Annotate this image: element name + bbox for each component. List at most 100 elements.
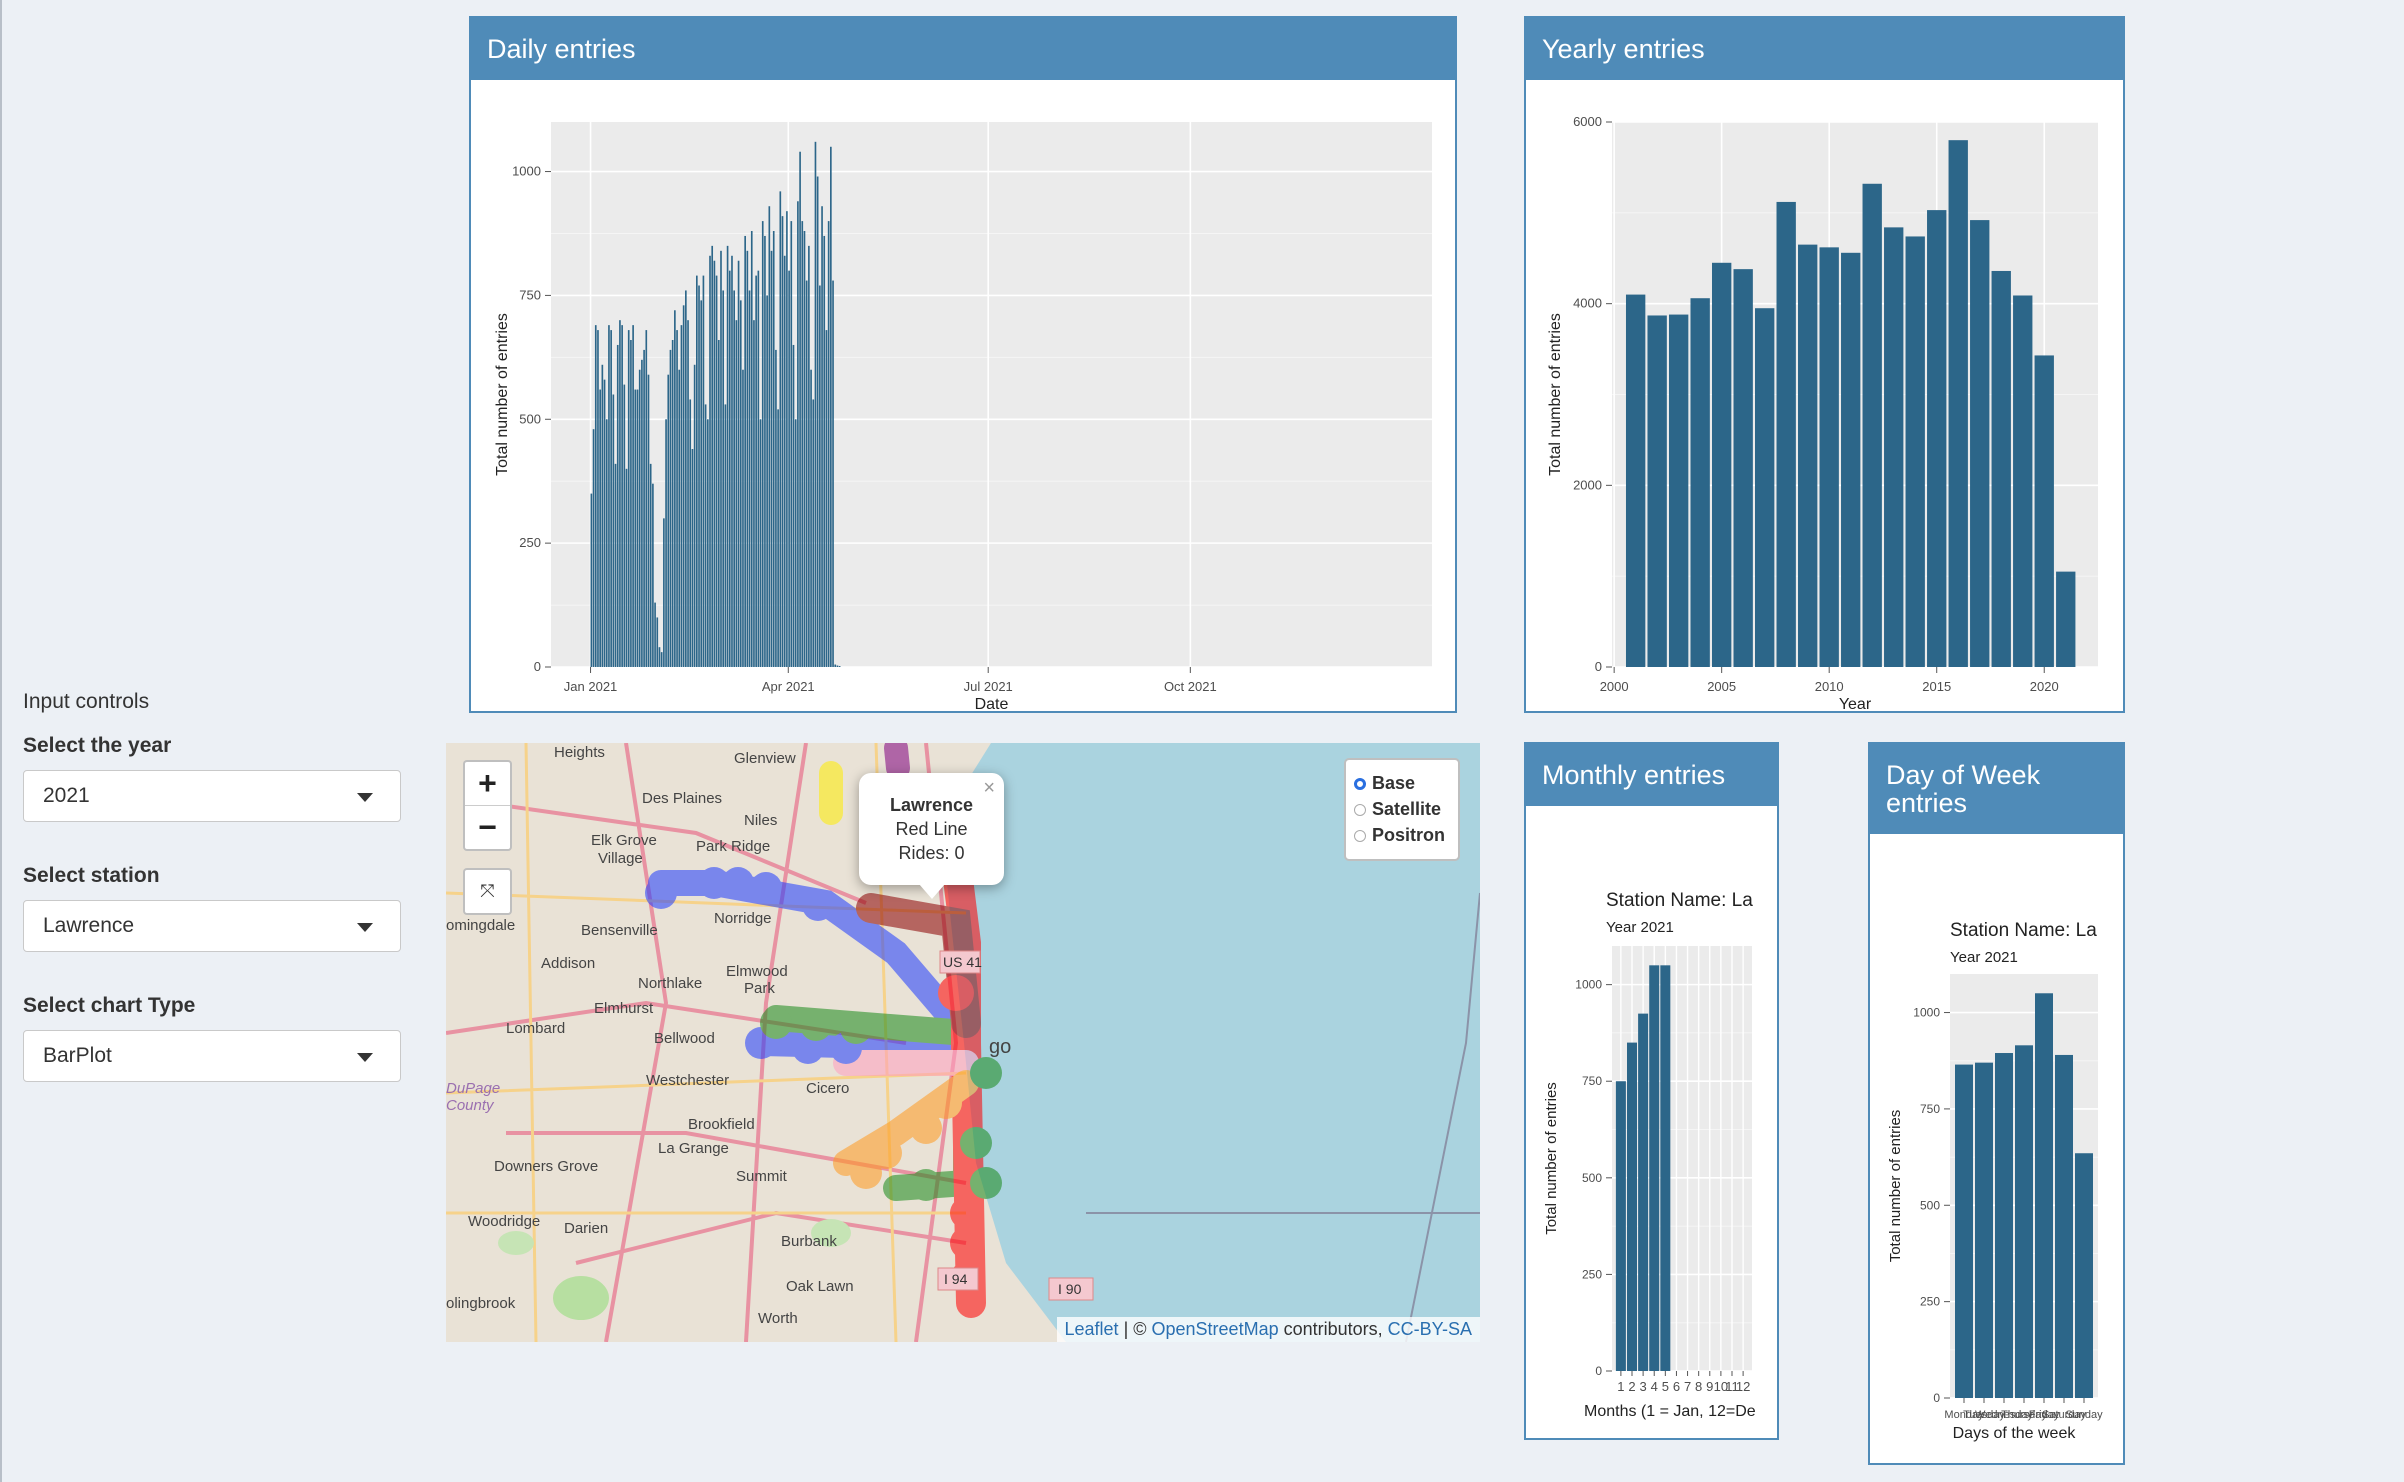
place-label: Worth [758,1310,798,1327]
place-label: DuPage [446,1080,500,1097]
place-label: Des Plaines [642,790,722,807]
plot-panel [551,122,1432,667]
yearly-chart: 0 2000 4000 6000 Total number of entries 2000… [1547,114,2098,711]
radio-icon [1354,803,1366,816]
bar [746,250,749,667]
bar [649,463,652,667]
bar [608,325,610,667]
x-tick-label: Oct 2021 [1164,679,1217,694]
y-tick-label: 750 [1582,1074,1602,1088]
bar [634,389,637,667]
bar [735,320,738,667]
bar [1660,965,1671,1371]
bar [748,290,751,667]
bar [592,429,595,667]
chart-subtitle: Station Name: La [1950,920,2097,941]
layer-label: Base [1372,773,1416,793]
zoom-control: + − [463,760,512,851]
osm-link[interactable]: OpenStreetMap [1151,1319,1279,1339]
layer-option-positron[interactable]: Positron [1354,825,1450,846]
monthly-entries-title: Monthly entries [1526,744,1777,806]
bar [614,463,617,667]
bar [691,449,694,667]
bar [808,245,810,667]
y-tick-label: 250 [1920,1295,1940,1309]
year-select-value: 2021 [43,784,90,807]
bar [2015,1045,2033,1398]
place-label: Oak Lawn [786,1278,854,1295]
expand-icon[interactable]: ⤧ [463,868,512,915]
bar [750,231,753,667]
chevron-down-icon [357,923,373,932]
bar [1798,244,1818,667]
bar [777,409,779,667]
x-tick-label: 2020 [2030,679,2059,694]
bar [630,340,632,667]
bar [830,146,832,668]
bar [731,255,733,668]
yearly-entries-box: Yearly entries 0 2000 4000 6000 Total number… [1524,16,2125,713]
radio-icon [1354,777,1366,790]
bar [715,275,718,667]
y-tick-label: 0 [1595,1364,1602,1378]
zoom-in-button[interactable]: + [478,765,497,801]
bar [660,652,663,667]
bar [720,250,722,667]
close-icon[interactable]: × [983,777,995,799]
y-tick-label: 0 [534,659,541,674]
bar [1625,294,1646,667]
place-label: La Grange [658,1140,729,1157]
bar [2055,1054,2073,1398]
x-tick-label: 10 [1714,1379,1728,1394]
bar [1948,140,1968,667]
place-label: Summit [736,1168,788,1185]
bar [619,320,621,667]
bar [1991,270,2011,667]
station-map[interactable]: Heights Glenview Des Plaines Niles Elk G… [446,743,1480,1342]
x-tick-label: 5 [1662,1379,1669,1394]
bar [836,665,839,667]
bar [665,419,667,667]
bar [667,374,670,667]
bar [647,374,650,667]
bar [1884,227,1904,667]
bar [656,617,659,667]
dow-entries-box: Day of Week entries Station Name: La Year… [1868,742,2125,1465]
zoom-out-button[interactable]: − [465,805,510,849]
leaflet-link[interactable]: Leaflet [1064,1319,1119,1339]
y-tick-label: 500 [519,411,541,426]
station-select[interactable]: Lawrence [23,900,401,952]
x-tick-label: Jul 2021 [964,679,1013,694]
station-label: Select station [23,864,160,887]
bar [663,518,665,667]
bar [621,325,623,667]
y-axis-label: Total number of entries [1887,1110,1904,1263]
bar [709,255,711,668]
bar [2013,295,2033,667]
bar [768,206,771,667]
license-link[interactable]: CC-BY-SA [1387,1319,1472,1339]
layer-option-satellite[interactable]: Satellite [1354,799,1450,820]
bar [834,664,837,667]
bar [652,483,654,667]
bar [654,602,656,667]
map-tiles[interactable]: Heights Glenview Des Plaines Niles Elk G… [446,743,1480,1342]
y-tick-label: 750 [1920,1102,1940,1116]
bar [821,206,823,667]
bar [2034,355,2054,667]
bar [696,275,698,667]
place-label: Woodridge [468,1213,540,1230]
year-select[interactable]: 2021 [23,770,401,822]
y-tick-label: 6000 [1573,114,1602,129]
bar [638,369,641,667]
y-tick-label: 500 [1582,1171,1602,1185]
bar [739,300,742,667]
bar [827,221,830,667]
layer-option-base[interactable]: Base [1354,773,1450,794]
x-tick-label: Monday [1944,1409,1984,1421]
y-tick-label: 500 [1920,1198,1940,1212]
bar [801,221,804,667]
bar [1905,236,1925,667]
bar [612,394,615,667]
chart-type-select[interactable]: BarPlot [23,1030,401,1082]
